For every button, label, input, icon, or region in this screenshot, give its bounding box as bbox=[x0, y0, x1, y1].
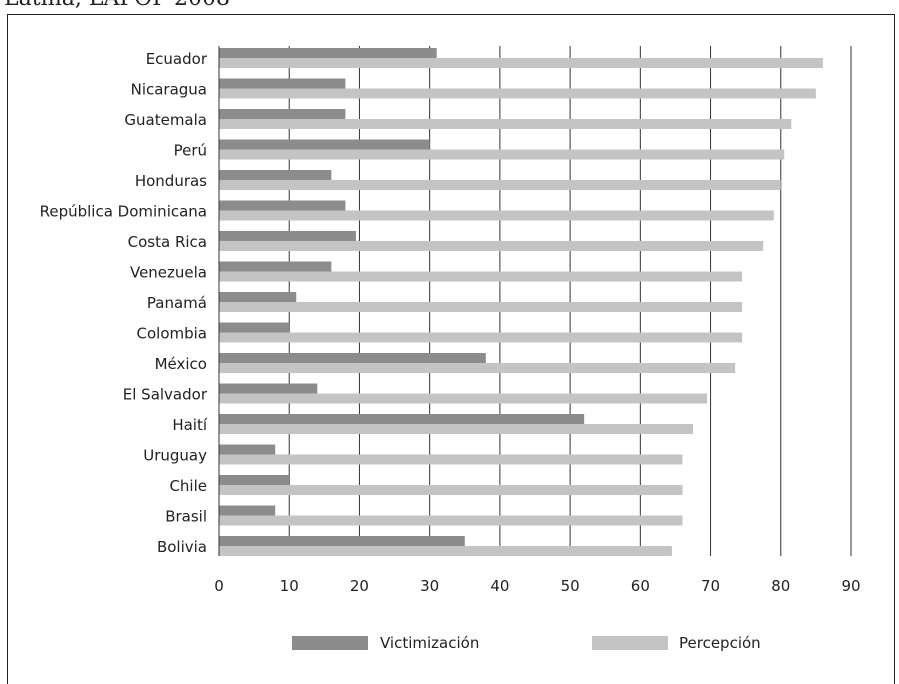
bar-victimizacion bbox=[219, 231, 356, 241]
tick-labels: 0 10 20 30 40 50 60 70 80 90 bbox=[214, 577, 860, 595]
category-label: Perú bbox=[174, 142, 207, 160]
legend: Victimización Percepción bbox=[292, 634, 761, 652]
bar-percepcion bbox=[219, 58, 823, 68]
category-label: Costa Rica bbox=[128, 233, 207, 251]
bar-victimizacion bbox=[219, 78, 346, 89]
bar-victimizacion bbox=[219, 414, 585, 424]
bar-victimizacion bbox=[219, 536, 465, 546]
bar-victimizacion bbox=[219, 139, 430, 150]
category-label: Colombia bbox=[137, 325, 208, 343]
x-tick-label: 20 bbox=[350, 577, 369, 595]
grid-lines bbox=[288, 46, 852, 556]
bar-victimizacion bbox=[219, 48, 437, 58]
category-label: Honduras bbox=[135, 172, 207, 190]
x-tick-label: 30 bbox=[420, 577, 439, 595]
bar-victimizacion bbox=[219, 383, 318, 394]
bar-percepcion bbox=[219, 515, 683, 526]
figure-frame bbox=[7, 14, 895, 684]
category-label: Nicaragua bbox=[131, 81, 207, 99]
category-label: Ecuador bbox=[146, 50, 208, 68]
bar-percepcion bbox=[219, 119, 792, 129]
bar-percepcion bbox=[219, 271, 743, 282]
bar-percepcion bbox=[219, 546, 672, 556]
x-tick-label: 70 bbox=[701, 577, 720, 595]
category-label: México bbox=[155, 355, 207, 373]
bar-victimizacion bbox=[219, 475, 290, 485]
bar-percepcion bbox=[219, 302, 743, 312]
bar-percepcion bbox=[219, 149, 785, 160]
bar-percepcion bbox=[219, 363, 736, 373]
bar-victimizacion bbox=[219, 505, 276, 516]
x-tick-label: 10 bbox=[280, 577, 299, 595]
bar-victimizacion bbox=[219, 322, 290, 333]
legend-swatch bbox=[592, 636, 668, 650]
category-label: Guatemala bbox=[124, 111, 207, 129]
legend-label: Percepción bbox=[679, 634, 761, 652]
bar-percepcion bbox=[219, 332, 743, 343]
category-label: Panamá bbox=[147, 294, 207, 312]
bar-percepcion bbox=[219, 180, 781, 190]
page-header-text: Latina, LAPOP 2008 bbox=[4, 0, 230, 11]
x-tick-label: 80 bbox=[771, 577, 790, 595]
bar-percepcion bbox=[219, 485, 683, 495]
category-label: Uruguay bbox=[143, 447, 207, 465]
bar-victimizacion bbox=[219, 200, 346, 211]
bar-percepcion bbox=[219, 210, 774, 221]
category-label: Venezuela bbox=[130, 264, 207, 282]
bar-victimizacion bbox=[219, 261, 332, 272]
legend-swatch bbox=[292, 636, 368, 650]
x-tick-label: 40 bbox=[490, 577, 509, 595]
bar-percepcion bbox=[219, 393, 708, 404]
category-label: Chile bbox=[169, 477, 207, 495]
bar-victimizacion bbox=[219, 292, 297, 302]
bar-victimizacion bbox=[219, 109, 346, 119]
category-label: Brasil bbox=[165, 508, 207, 526]
bar-percepcion bbox=[219, 241, 764, 251]
category-label: Bolivia bbox=[157, 538, 207, 556]
bar-percepcion bbox=[219, 454, 683, 465]
bar-victimizacion bbox=[219, 353, 486, 363]
legend-label: Victimización bbox=[380, 634, 479, 652]
bar-victimizacion bbox=[219, 444, 276, 455]
x-tick-label: 60 bbox=[631, 577, 650, 595]
bar-victimizacion bbox=[219, 170, 332, 180]
x-tick-label: 90 bbox=[841, 577, 860, 595]
bar-percepcion bbox=[219, 424, 693, 434]
bar-percepcion bbox=[219, 88, 816, 99]
category-label: República Dominicana bbox=[40, 203, 207, 221]
x-tick-label: 50 bbox=[561, 577, 580, 595]
x-tick-label: 0 bbox=[214, 577, 224, 595]
category-label: El Salvador bbox=[123, 386, 208, 404]
category-label: Haití bbox=[172, 416, 208, 434]
category-labels: Ecuador Nicaragua Guatemala Perú Honduras Rep… bbox=[40, 50, 208, 556]
bars bbox=[219, 48, 823, 556]
